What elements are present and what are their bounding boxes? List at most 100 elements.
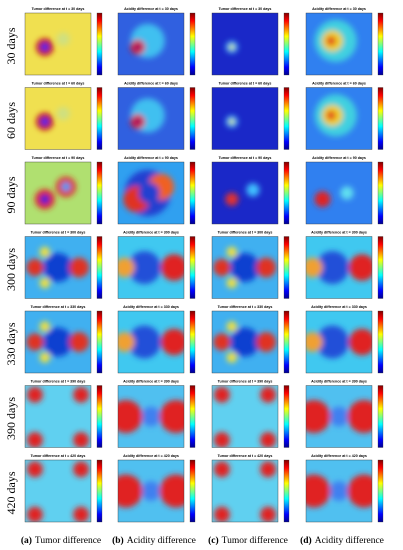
colorbar	[283, 310, 290, 374]
heatmap-blobs	[213, 386, 277, 448]
blob	[329, 481, 349, 501]
blob	[256, 332, 277, 352]
blob	[26, 506, 43, 522]
colorbar	[96, 459, 103, 523]
colorbar	[377, 385, 384, 448]
colorbar	[96, 310, 103, 374]
heatmap-bg	[25, 162, 91, 224]
caption-tag: (a)	[21, 535, 32, 546]
row-label: 300 days	[4, 248, 18, 291]
blob	[40, 194, 50, 204]
heatmap-blobs	[130, 23, 165, 59]
blob	[73, 506, 90, 522]
plot-frame	[211, 87, 279, 150]
blob	[61, 182, 71, 192]
plot-frame	[305, 459, 373, 523]
blob	[159, 400, 184, 433]
colorbar	[96, 236, 103, 299]
heatmap-blobs	[118, 325, 184, 359]
heatmap	[212, 460, 278, 522]
panel-title: Tumor difference at t = 60 days	[219, 82, 272, 86]
blob	[138, 182, 160, 204]
blob	[56, 32, 70, 46]
colorbar	[96, 161, 103, 225]
blob	[348, 328, 372, 356]
heatmap-blobs	[213, 321, 277, 363]
heatmap	[25, 87, 91, 150]
blob	[230, 252, 260, 283]
heatmap	[25, 162, 91, 224]
caption-tag: (c)	[208, 535, 219, 546]
colorbar	[377, 161, 384, 225]
caption-tag: (b)	[112, 535, 124, 546]
caption-tag: (d)	[300, 535, 312, 546]
panel-title: Acidity difference at t = 30 days	[312, 7, 366, 11]
blob	[329, 406, 349, 427]
row-label: 420 days	[4, 471, 18, 514]
row-label: 60 days	[4, 102, 18, 139]
caption: (d) Acidity difference	[300, 535, 384, 546]
colorbar	[189, 459, 196, 523]
blob	[43, 327, 73, 357]
heatmap-bg	[212, 13, 278, 75]
caption: (c) Tumor difference	[208, 535, 288, 546]
panel-title: Acidity difference at t = 60 days	[312, 82, 366, 86]
plot-frame	[211, 12, 279, 76]
colorbar	[377, 12, 384, 76]
plot-frame	[211, 310, 279, 374]
heatmap-blobs	[225, 183, 260, 206]
heatmap	[118, 13, 184, 75]
panel-title: Acidity difference at t = 90 days	[124, 156, 178, 160]
colorbar	[96, 87, 103, 150]
heatmap-blobs	[118, 251, 184, 284]
colorbar	[377, 310, 384, 374]
blob	[213, 258, 231, 277]
panel-title: Acidity difference at t = 420 days	[311, 454, 367, 458]
heatmap	[306, 87, 372, 150]
heatmap	[306, 311, 372, 373]
blob	[141, 481, 161, 501]
heatmap-blobs	[26, 246, 90, 289]
heatmap-bg	[212, 162, 278, 224]
plot-frame	[117, 310, 185, 374]
panel-title: Tumor difference at t = 90 days	[32, 156, 85, 160]
heatmap-blobs	[26, 321, 90, 363]
colorbar	[189, 161, 196, 225]
blob	[69, 257, 90, 278]
heatmap	[25, 13, 91, 75]
blob	[73, 386, 90, 403]
blob	[347, 400, 372, 433]
colorbar	[283, 236, 290, 299]
blob	[314, 191, 331, 208]
panel-title: Acidity difference at t = 90 days	[312, 156, 366, 160]
heatmap	[212, 87, 278, 150]
colorbar	[189, 87, 196, 150]
row-label: 30 days	[4, 27, 18, 64]
row-label: 390 days	[4, 397, 18, 440]
blob	[340, 186, 354, 200]
blob	[39, 277, 51, 289]
heatmap-bg	[212, 87, 278, 150]
heatmap	[306, 460, 372, 522]
heatmap-blobs	[26, 386, 90, 448]
panel-title: Tumor difference at t = 300 days	[31, 231, 86, 235]
panel-title: Acidity difference at t = 300 days	[123, 231, 179, 235]
blob	[160, 328, 184, 356]
plot-frame	[24, 385, 92, 448]
blob	[73, 461, 90, 478]
blob	[213, 386, 230, 403]
caption: (a) Tumor difference	[21, 535, 101, 546]
plot-frame	[24, 459, 92, 523]
heatmap-blobs	[26, 461, 90, 522]
heatmap	[25, 460, 91, 522]
blob	[229, 44, 235, 50]
blob	[306, 332, 323, 352]
colorbar	[283, 459, 290, 523]
heatmap	[212, 162, 278, 224]
panel-title: Tumor difference at t = 60 days	[32, 82, 85, 86]
panel-title: Acidity difference at t = 420 days	[123, 454, 179, 458]
blob	[229, 118, 235, 125]
heatmap-blobs	[225, 41, 238, 54]
plot-frame	[211, 385, 279, 448]
panel-title: Tumor difference at t = 420 days	[31, 454, 86, 458]
